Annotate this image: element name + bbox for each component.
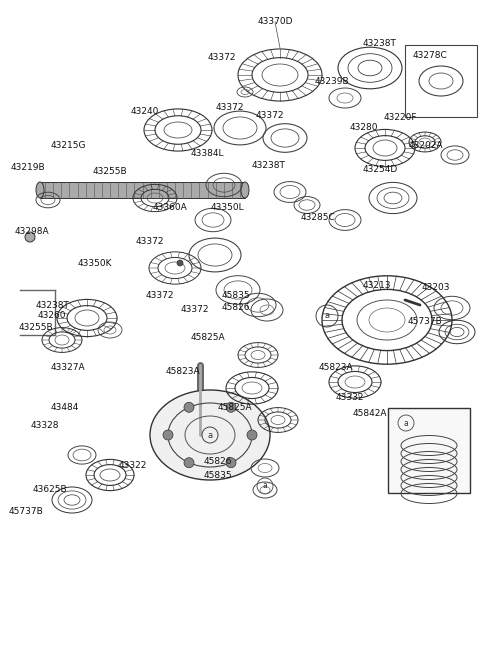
Circle shape bbox=[247, 430, 257, 440]
Text: 43322: 43322 bbox=[119, 462, 147, 470]
Text: 43213: 43213 bbox=[363, 280, 391, 290]
Text: a: a bbox=[207, 430, 213, 440]
Ellipse shape bbox=[241, 182, 249, 198]
Text: 43298A: 43298A bbox=[15, 227, 49, 236]
Text: 43238T: 43238T bbox=[252, 160, 286, 170]
Text: 43327A: 43327A bbox=[51, 364, 85, 373]
Text: 45826: 45826 bbox=[204, 457, 232, 466]
Text: 45835: 45835 bbox=[222, 291, 250, 299]
Circle shape bbox=[177, 260, 183, 266]
Text: 45737B: 45737B bbox=[9, 508, 43, 517]
Text: 43370D: 43370D bbox=[257, 18, 293, 26]
Text: 43372: 43372 bbox=[146, 291, 174, 299]
Circle shape bbox=[184, 458, 194, 468]
Text: 43372: 43372 bbox=[216, 102, 244, 111]
Text: 43238T: 43238T bbox=[363, 39, 397, 48]
Text: 43372: 43372 bbox=[256, 111, 284, 119]
Text: 43260: 43260 bbox=[38, 312, 66, 320]
Text: 43215G: 43215G bbox=[50, 141, 86, 149]
Ellipse shape bbox=[36, 182, 44, 198]
Text: 43255B: 43255B bbox=[19, 324, 53, 333]
Text: a: a bbox=[404, 419, 408, 428]
Text: 43372: 43372 bbox=[136, 238, 164, 246]
Text: 43625B: 43625B bbox=[33, 485, 67, 495]
Text: 45825A: 45825A bbox=[218, 403, 252, 413]
Text: 43280: 43280 bbox=[350, 124, 378, 132]
Text: 45825A: 45825A bbox=[191, 333, 225, 343]
Text: 45835: 45835 bbox=[204, 470, 232, 479]
Circle shape bbox=[25, 232, 35, 242]
Text: 43332: 43332 bbox=[336, 394, 364, 403]
Text: 43372: 43372 bbox=[181, 305, 209, 314]
Text: 43255B: 43255B bbox=[93, 168, 127, 176]
Text: 43220F: 43220F bbox=[383, 113, 417, 121]
Text: 43254D: 43254D bbox=[362, 166, 397, 174]
Text: 43285C: 43285C bbox=[300, 214, 336, 223]
Text: 43484: 43484 bbox=[51, 403, 79, 411]
Text: 43350K: 43350K bbox=[78, 259, 112, 269]
Text: 45823A: 45823A bbox=[319, 364, 353, 373]
Text: 43219B: 43219B bbox=[11, 162, 45, 172]
Text: 43238T: 43238T bbox=[35, 301, 69, 310]
Circle shape bbox=[184, 402, 194, 412]
Ellipse shape bbox=[150, 390, 270, 480]
Text: a: a bbox=[324, 312, 330, 320]
Text: 43239B: 43239B bbox=[315, 77, 349, 86]
Text: 43350L: 43350L bbox=[210, 202, 244, 212]
Circle shape bbox=[226, 458, 236, 468]
Text: a: a bbox=[263, 481, 267, 491]
Text: 43278C: 43278C bbox=[413, 50, 448, 60]
Text: 43203: 43203 bbox=[422, 282, 450, 291]
Text: 43384L: 43384L bbox=[190, 149, 224, 159]
Circle shape bbox=[226, 402, 236, 412]
Bar bbox=[405, 45, 477, 117]
Text: 45737B: 45737B bbox=[408, 318, 443, 326]
Text: 43328: 43328 bbox=[31, 421, 59, 430]
Bar bbox=[40, 182, 245, 198]
Text: 43360A: 43360A bbox=[153, 204, 187, 212]
Text: 45842A: 45842A bbox=[353, 409, 387, 417]
Text: 43202A: 43202A bbox=[409, 141, 443, 149]
Text: 43240: 43240 bbox=[131, 107, 159, 117]
Text: 45823A: 45823A bbox=[166, 367, 200, 377]
Text: 43372: 43372 bbox=[208, 54, 236, 62]
Circle shape bbox=[163, 430, 173, 440]
Text: 45826: 45826 bbox=[222, 303, 250, 312]
Bar bbox=[388, 408, 470, 493]
